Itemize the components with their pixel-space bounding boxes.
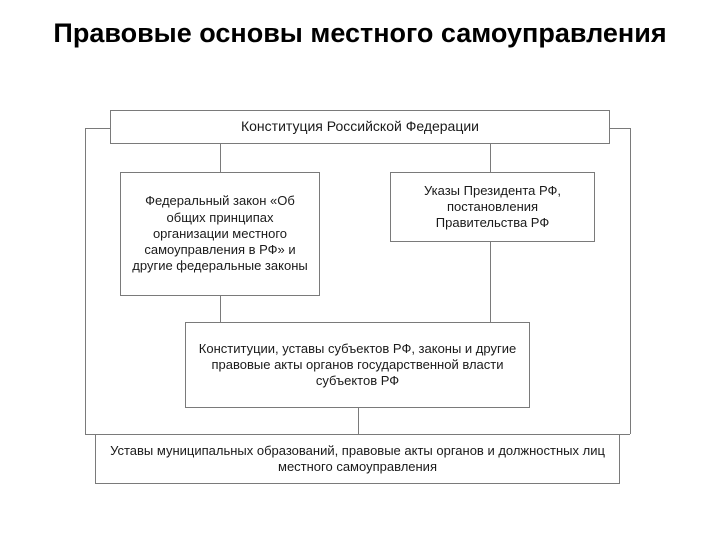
frame-right [630, 128, 631, 434]
node-subjects: Конституции, уставы субъектов РФ, законы… [185, 322, 530, 408]
node-fedlaw: Федеральный закон «Об общих принципах ор… [120, 172, 320, 296]
node-label: Указы Президента РФ, постановления Прави… [401, 183, 584, 232]
node-constitution: Конституция Российской Федерации [110, 110, 610, 144]
node-ukazy: Указы Президента РФ, постановления Прави… [390, 172, 595, 242]
frame-left-top-cap [85, 128, 110, 129]
edge-fedlaw-subjects [220, 296, 221, 322]
edge-ukazy-subjects [490, 242, 491, 322]
node-label: Уставы муниципальных образований, правов… [106, 443, 609, 476]
node-label: Конституции, уставы субъектов РФ, законы… [196, 341, 519, 390]
edge-const-ukazy [490, 144, 491, 172]
node-municipal: Уставы муниципальных образований, правов… [95, 434, 620, 484]
frame-right-top-cap [610, 128, 630, 129]
diagram-canvas: Конституция Российской Федерации Федерал… [80, 110, 640, 510]
page-title: Правовые основы местного самоуправления [0, 18, 720, 49]
frame-left-bot-cap [85, 434, 95, 435]
node-label: Конституция Российской Федерации [241, 118, 479, 136]
frame-right-bot-cap [620, 434, 630, 435]
node-label: Федеральный закон «Об общих принципах ор… [131, 193, 309, 274]
edge-const-fedlaw [220, 144, 221, 172]
frame-left [85, 128, 86, 434]
edge-subjects-municipal [358, 408, 359, 434]
